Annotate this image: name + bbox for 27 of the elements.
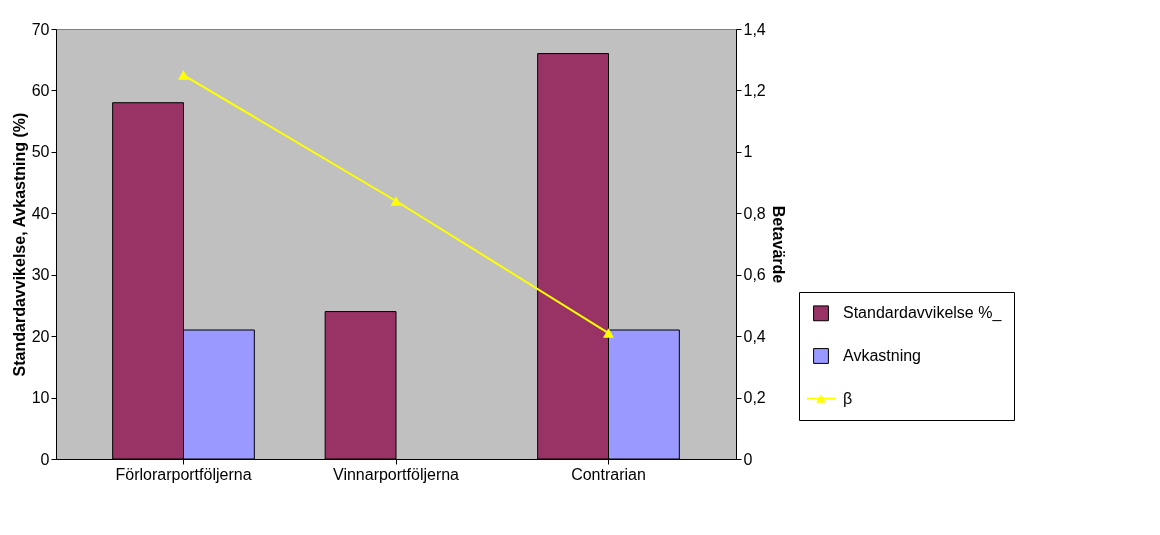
y-axis-title: Standardavvikelse, Avkastning (%) [10, 112, 28, 377]
legend-label: β [843, 389, 853, 407]
y2-tick-label: 0,2 [743, 389, 766, 407]
y-tick-label: 10 [31, 389, 50, 407]
x-tick-label: Förlorarportföljerna [115, 465, 252, 483]
y2-tick-label: 0,4 [743, 327, 766, 345]
y2-tick-label: 1,2 [743, 81, 766, 99]
x-tick-label: Contrarian [571, 465, 646, 483]
y2-tick-label: 0,6 [743, 266, 766, 284]
y-tick-label: 60 [31, 81, 50, 99]
x-tick-label: Vinnarportföljerna [332, 465, 460, 483]
legend-label: Avkastning [843, 347, 921, 364]
y-tick-label: 50 [31, 143, 50, 161]
y2-tick-label: 0 [743, 450, 753, 468]
y2-tick-label: 0,8 [743, 204, 766, 222]
y2-tick-label: 1 [743, 143, 753, 161]
y-tick-label: 40 [31, 204, 50, 222]
legend-label: Standardavvikelse %_ [843, 304, 1003, 323]
y2-tick-label: 1,4 [743, 20, 766, 38]
point [390, 196, 402, 206]
y-tick-label: 20 [31, 327, 50, 345]
point [178, 70, 189, 80]
y-tick-label: 0 [40, 450, 50, 468]
point [603, 328, 614, 338]
y2-axis-title: Betavärde [769, 205, 787, 284]
y-tick-label: 70 [31, 20, 50, 38]
y-tick-label: 30 [31, 266, 50, 284]
